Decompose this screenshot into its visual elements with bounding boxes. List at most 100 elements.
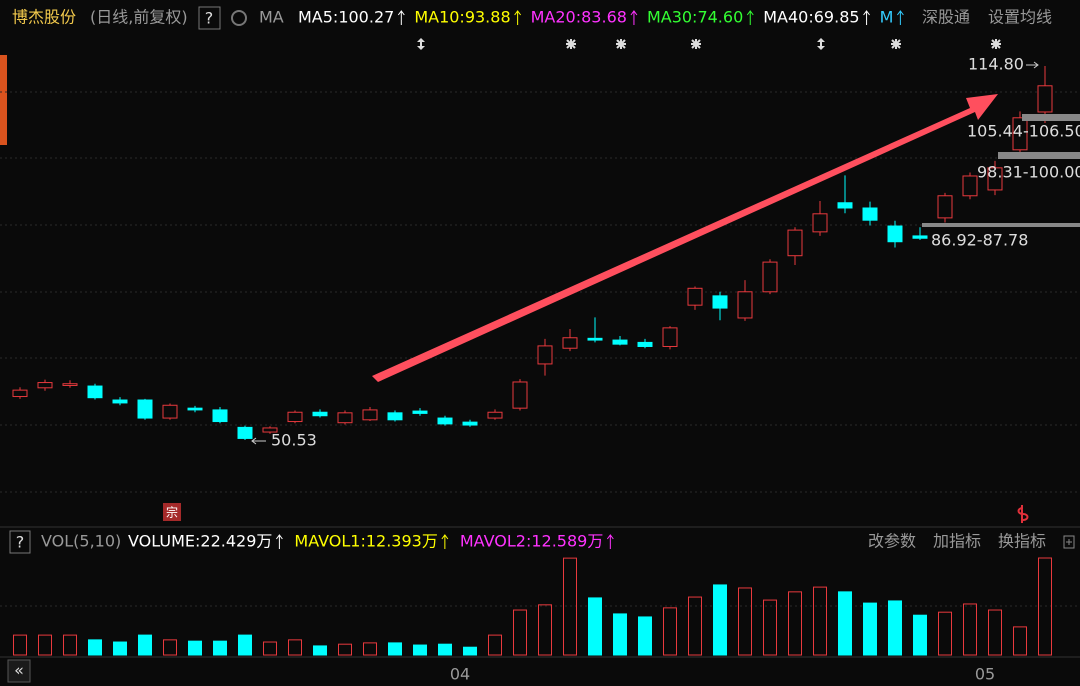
volume-bar — [138, 634, 152, 656]
help-box[interactable] — [9, 530, 31, 554]
volume-bar — [413, 644, 427, 656]
candle-body — [262, 427, 278, 433]
candle-body — [87, 385, 103, 399]
nav-box[interactable] — [7, 659, 31, 683]
badge[interactable]: 宗 — [166, 505, 178, 520]
nav[interactable]: « — [14, 661, 24, 680]
candle-body — [412, 410, 428, 414]
volume-bar — [813, 586, 827, 656]
volume-bar — [688, 596, 702, 656]
range-label: 105.44-106.50 — [967, 122, 1080, 141]
event-markers — [417, 38, 1001, 50]
candle-body — [737, 291, 753, 319]
badge-box[interactable] — [163, 503, 181, 521]
volume-bar — [438, 643, 452, 656]
help-box[interactable] — [198, 6, 221, 30]
ma-value: MA5:100.27 — [298, 8, 394, 27]
volume-value: VOLUME:22.429万 — [128, 532, 272, 551]
volume-bar — [863, 602, 877, 656]
settings[interactable]: 设置均线 — [988, 8, 1052, 27]
candle-body — [537, 345, 553, 365]
low-label: 50.53 — [271, 431, 317, 450]
candle-body — [612, 339, 628, 345]
volume-bar — [888, 600, 902, 656]
candle-body — [387, 412, 403, 421]
candle-body — [937, 195, 953, 219]
candle-body — [312, 411, 328, 417]
volume-bar — [288, 639, 302, 656]
volume-bar — [713, 584, 727, 656]
volume-bars — [13, 557, 1052, 656]
candle-body — [662, 327, 678, 347]
volume-bar — [338, 643, 352, 656]
event-icon[interactable] — [1017, 505, 1029, 523]
candle-body — [137, 399, 153, 419]
button[interactable]: 加指标 — [933, 532, 981, 551]
candle-body — [12, 389, 28, 398]
range-label: 86.92-87.78 — [931, 231, 1028, 250]
candle-body — [837, 202, 853, 209]
candle-body — [162, 404, 178, 419]
candle-body — [1012, 117, 1028, 151]
ma-value: MA10:93.88 — [414, 8, 510, 27]
volume-value: MAVOL2:12.589万 — [460, 532, 603, 551]
settings-icon[interactable] — [231, 10, 247, 26]
ma-arrow — [746, 10, 754, 25]
candle-body — [637, 341, 653, 347]
candle-body — [1037, 85, 1053, 113]
volume-bar — [88, 639, 102, 656]
trend-arrow — [372, 94, 998, 382]
volume-bar — [738, 587, 752, 656]
candle-body — [812, 213, 828, 233]
volume-bar — [363, 642, 377, 656]
candle-body — [487, 411, 503, 419]
volume-value: MAVOL1:12.393万 — [294, 532, 437, 551]
volume-bar — [113, 641, 127, 656]
volume-bar — [588, 597, 602, 656]
add-icon[interactable] — [1063, 535, 1075, 549]
candle-body — [462, 421, 478, 426]
volume-bar — [663, 607, 677, 656]
ma-arrow — [630, 10, 638, 25]
button[interactable]: 换指标 — [998, 532, 1046, 551]
ma-arrow — [514, 10, 522, 25]
range-bar — [998, 152, 1080, 159]
volume-bar — [788, 591, 802, 656]
candle-body — [987, 167, 1003, 191]
help[interactable]: ? — [205, 9, 214, 28]
volume-row: VOLUME:22.429万 MAVOL1:12.393万 MAVOL2:12.58… — [128, 532, 614, 551]
high-label: 114.80 — [968, 55, 1024, 74]
volume-bar — [188, 640, 202, 656]
volume-bar — [313, 645, 327, 656]
candle-body — [237, 426, 253, 439]
connect[interactable]: 深股通 — [922, 8, 970, 27]
help[interactable]: ? — [16, 533, 25, 552]
candle-body — [437, 417, 453, 425]
button[interactable]: 改参数 — [868, 532, 916, 551]
volume-bar — [263, 641, 277, 656]
volume-bar — [763, 599, 777, 656]
volume-bar — [213, 640, 227, 656]
ma-value: M — [880, 8, 894, 27]
volume-bar — [1038, 557, 1052, 656]
volume-bar — [638, 616, 652, 656]
candle-body — [862, 207, 878, 221]
volume-bar — [513, 609, 527, 656]
volume-bar — [963, 603, 977, 656]
x-tick-label: 04 — [450, 665, 470, 684]
ma-label: MA — [259, 8, 284, 27]
volume-bar — [913, 614, 927, 656]
volume-bar — [938, 611, 952, 656]
candle-body — [962, 175, 978, 197]
volume-bar — [488, 634, 502, 656]
ma-arrow — [397, 10, 405, 25]
candle-body — [337, 412, 353, 424]
candles — [12, 66, 1053, 440]
candle-body — [587, 337, 603, 341]
volume-bar — [563, 557, 577, 656]
range-bar — [1022, 114, 1080, 121]
volume-bar — [38, 634, 52, 656]
candle-body — [112, 399, 128, 404]
x-tick-label: 05 — [975, 665, 995, 684]
